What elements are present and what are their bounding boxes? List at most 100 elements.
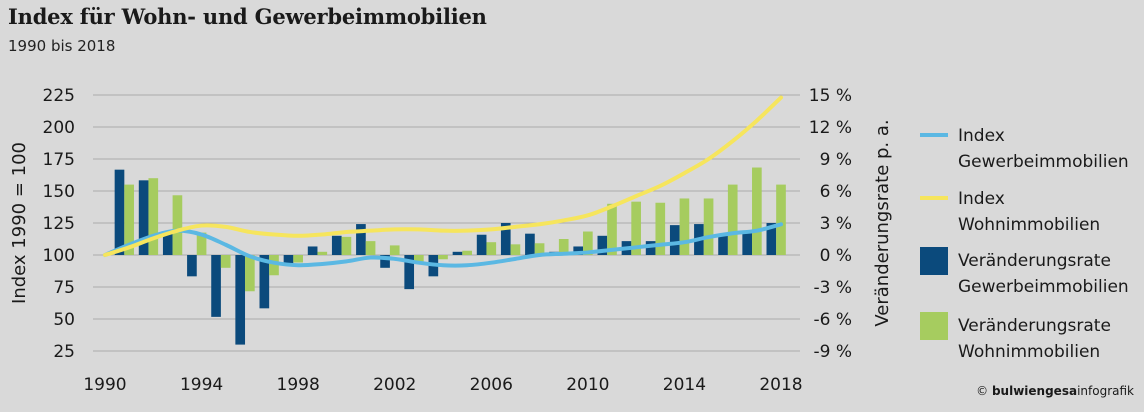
y-right-tick-label: 0 %	[820, 246, 852, 266]
bar-wohn	[583, 231, 593, 255]
bars	[114, 167, 786, 345]
bar-gewerbe	[331, 235, 342, 255]
x-tick-label: 2014	[663, 375, 706, 395]
bar-gewerbe	[162, 231, 173, 255]
y-left-tick-label: 225	[43, 86, 75, 106]
y-left-tick-label: 175	[43, 150, 75, 170]
y-left-axis-label: Index 1990 = 100	[9, 142, 30, 304]
bar-wohn	[269, 255, 279, 276]
bar-gewerbe	[500, 223, 511, 255]
y-left-tick-label: 50	[53, 310, 75, 330]
bar-gewerbe	[404, 255, 415, 290]
chart-title: Index für Wohn- und Gewerbeimmobilien	[8, 4, 487, 29]
y-left-tick-label: 75	[53, 278, 75, 298]
credit-suffix: infografik	[1077, 384, 1134, 398]
bar-wohn	[703, 198, 714, 255]
bar-wohn	[727, 184, 738, 255]
bar-gewerbe	[259, 255, 270, 309]
bar-wohn	[389, 245, 400, 255]
legend-label-line1: Index	[958, 126, 1005, 146]
legend-label-line1: Veränderungsrate	[958, 316, 1111, 336]
bar-gewerbe	[766, 223, 777, 255]
y-right-tick-label: 6 %	[820, 182, 852, 202]
bar-gewerbe	[114, 169, 125, 255]
y-left-tick-label: 200	[43, 118, 75, 138]
bar-gewerbe	[307, 246, 318, 255]
bar-wohn	[510, 244, 521, 255]
bar-gewerbe	[476, 234, 487, 255]
lines	[103, 95, 783, 268]
legend-label-line2: Gewerbeimmobilien	[958, 277, 1129, 297]
x-tick-label: 2018	[759, 375, 802, 395]
y-left-tick-label: 150	[43, 182, 75, 202]
y-left-tick-label: 125	[43, 214, 75, 234]
legend-label-line2: Gewerbeimmobilien	[958, 152, 1129, 172]
credit-copyright: ©	[976, 384, 989, 398]
bar-wohn	[414, 255, 424, 262]
legend: Index Gewerbeimmobilien Index Wohnimmobilie…	[920, 126, 1129, 362]
bar-wohn	[631, 201, 641, 255]
bar-gewerbe	[380, 255, 390, 268]
bar-wohn	[196, 232, 207, 255]
chart-subtitle: 1990 bis 2018	[8, 37, 116, 55]
bar-gewerbe	[138, 180, 149, 255]
grid-lines	[93, 94, 800, 352]
bar-wohn	[679, 198, 690, 255]
x-tick-label: 1994	[180, 375, 223, 395]
bar-gewerbe	[742, 231, 753, 255]
bar-gewerbe	[211, 255, 221, 317]
bar-wohn	[752, 167, 762, 255]
bar-wohn	[245, 255, 255, 292]
bar-wohn	[148, 178, 159, 255]
bar-gewerbe	[283, 255, 294, 266]
bar-wohn	[365, 241, 376, 255]
bar-wohn	[438, 255, 448, 260]
legend-label-line1: Index	[958, 189, 1005, 209]
legend-swatch-box	[920, 312, 948, 340]
bar-wohn	[220, 255, 231, 268]
x-tick-label: 1990	[83, 375, 126, 395]
legend-label-line2: Wohnimmobilien	[958, 342, 1100, 362]
bar-gewerbe	[235, 255, 246, 345]
x-tick-label: 2010	[566, 375, 609, 395]
line-index-gewerbe	[103, 222, 783, 268]
line-index-wohn	[103, 95, 783, 257]
y-left-tick-label: 100	[43, 246, 75, 266]
bar-wohn	[462, 250, 472, 255]
credit: © bulwiengesainfografik	[976, 384, 1134, 398]
legend-label-line1: Veränderungsrate	[958, 251, 1111, 271]
y-right-tick-label: -9 %	[813, 342, 852, 362]
y-right-tick-label: 12 %	[809, 118, 852, 138]
bar-wohn	[558, 239, 569, 255]
y-right-tick-label: 15 %	[809, 86, 852, 106]
bar-wohn	[293, 255, 303, 263]
legend-label-line2: Wohnimmobilien	[958, 215, 1100, 235]
y-right-tick-label: 3 %	[820, 214, 852, 234]
bar-wohn	[776, 184, 786, 255]
x-tick-label: 2002	[373, 375, 416, 395]
y-right-tick-label: -6 %	[813, 310, 852, 330]
bar-gewerbe	[452, 251, 463, 255]
bar-wohn	[486, 242, 497, 255]
x-tick-label: 1998	[277, 375, 320, 395]
bar-wohn	[124, 184, 134, 255]
bar-gewerbe	[573, 246, 584, 255]
bar-gewerbe	[356, 224, 366, 255]
bar-gewerbe	[525, 233, 535, 255]
axes: 225 200 175 150 125 100 75 50 25 15 % 12 % 9 % 6 % 3 …	[9, 86, 893, 395]
legend-swatch-box	[920, 247, 948, 275]
y-right-axis-label: Veränderungsrate p. a.	[872, 119, 893, 326]
y-right-tick-label: -3 %	[813, 278, 852, 298]
credit-brand: bulwiengesa	[991, 384, 1078, 398]
y-right-tick-label: 9 %	[820, 150, 852, 170]
y-left-tick-label: 25	[53, 342, 75, 362]
bar-gewerbe	[669, 225, 680, 255]
x-tick-label: 2006	[470, 375, 513, 395]
bar-gewerbe	[645, 241, 656, 255]
bar-gewerbe	[718, 233, 728, 255]
bar-gewerbe	[187, 255, 197, 277]
bar-wohn	[534, 243, 545, 255]
bar-wohn	[655, 202, 666, 255]
bar-wohn	[317, 251, 328, 255]
